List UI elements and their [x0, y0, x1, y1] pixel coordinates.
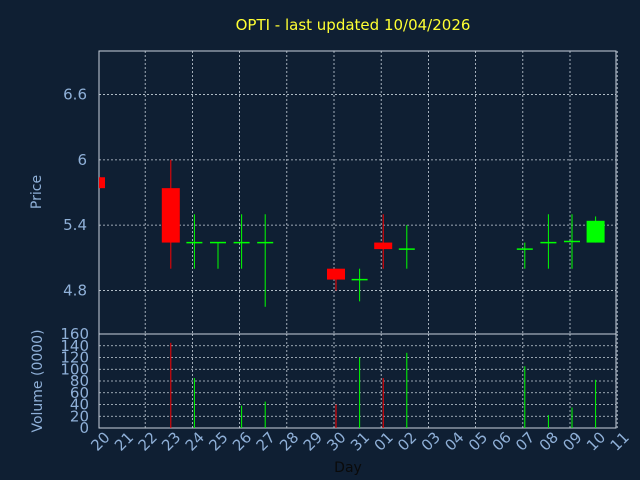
- volume-tick-label: 80: [70, 372, 89, 390]
- x-tick-label: 21: [111, 428, 137, 454]
- volume-tick-label: 60: [70, 384, 89, 402]
- x-tick-label: 27: [253, 428, 279, 454]
- volume-tick-label: 0: [79, 419, 89, 437]
- x-tick-label: 28: [276, 428, 302, 454]
- volume-bars: [170, 342, 597, 428]
- x-ticks: 2021222324252627282930310102030405060708…: [87, 428, 632, 454]
- volume-tick-label: 20: [70, 407, 89, 425]
- price-tick-label: 6: [77, 151, 87, 169]
- x-tick-label: 02: [394, 428, 420, 454]
- candle-body: [374, 242, 393, 250]
- x-tick-label: 08: [536, 428, 562, 454]
- x-tick-label: 25: [205, 428, 231, 454]
- x-tick-label: 22: [135, 428, 161, 454]
- candle-body: [161, 188, 180, 243]
- volume-grid: [99, 334, 618, 428]
- x-tick-label: 29: [300, 428, 326, 454]
- candle-body: [586, 220, 605, 243]
- volume-tick-label: 140: [60, 337, 89, 355]
- x-tick-label: 06: [489, 428, 515, 454]
- x-tick-label: 07: [512, 428, 538, 454]
- x-tick-label: 24: [182, 428, 208, 454]
- x-tick-label: 04: [441, 428, 467, 454]
- x-tick-label: 31: [347, 428, 373, 454]
- x-tick-label: 11: [607, 428, 633, 454]
- volume-axis-label: Volume (0000): [30, 329, 46, 432]
- x-tick-label: 01: [371, 428, 397, 454]
- x-tick-label: 10: [583, 428, 609, 454]
- volume-tick-label: 100: [60, 360, 89, 378]
- price-tick-label: 4.8: [63, 281, 87, 299]
- x-axis-label: Day: [334, 460, 362, 476]
- x-tick-label: 05: [465, 428, 491, 454]
- price-y-ticks: 6.6 6 5.4 4.8: [63, 86, 87, 300]
- candle-body: [327, 268, 345, 280]
- volume-tick-label: 160: [60, 325, 89, 343]
- volume-panel-frame: [98, 333, 617, 429]
- x-tick-label: 23: [158, 428, 184, 454]
- candles: [99, 159, 605, 307]
- x-tick-label: 30: [323, 428, 349, 454]
- x-tick-label: 03: [418, 428, 444, 454]
- price-grid: [99, 51, 618, 334]
- price-axis-label: Price: [29, 175, 45, 209]
- candle-body: [99, 177, 105, 189]
- chart-title: OPTI - last updated 10/04/2026: [236, 16, 471, 34]
- x-tick-label: 20: [87, 428, 113, 454]
- price-tick-label: 5.4: [63, 216, 87, 234]
- volume-tick-label: 120: [60, 349, 89, 367]
- price-tick-label: 6.6: [63, 86, 87, 104]
- volume-tick-label: 40: [70, 396, 89, 414]
- x-tick-label: 26: [229, 428, 255, 454]
- x-tick-label: 09: [559, 428, 585, 454]
